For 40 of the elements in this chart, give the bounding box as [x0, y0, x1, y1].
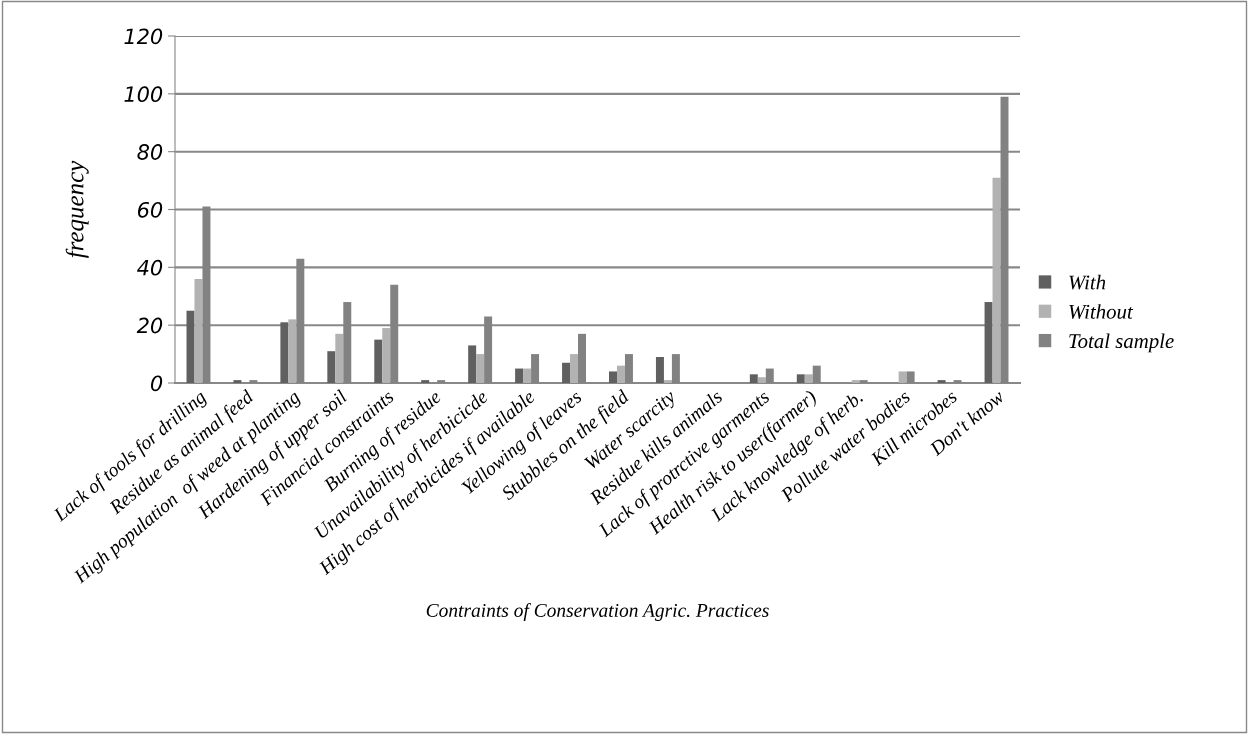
bar: [288, 319, 297, 383]
bar: [562, 362, 571, 383]
bar: [984, 302, 993, 383]
y-tick-label: 20: [136, 317, 163, 334]
legend-label: Without: [1069, 304, 1134, 319]
y-tick-label: 60: [138, 201, 163, 218]
bar: [335, 333, 344, 383]
legend-label: Total sample: [1069, 333, 1174, 353]
y-tick-label: 0: [150, 375, 163, 392]
y-tick-label: 100: [124, 86, 163, 103]
y-tick-label: 80: [137, 144, 163, 160]
legend-label: With: [1069, 274, 1106, 290]
bar: [898, 371, 907, 383]
bar: [468, 345, 477, 383]
bar: [476, 354, 485, 383]
bar: [327, 351, 336, 383]
bar: [749, 374, 758, 383]
bar: [570, 354, 579, 383]
y-tick-label: 40: [137, 259, 163, 276]
y-axis-title: frequency: [65, 160, 89, 259]
x-axis-title: Contraints of Conservation Agric. Practices: [426, 603, 769, 621]
bar: [757, 377, 766, 383]
bar: [421, 380, 430, 383]
bar: [382, 328, 391, 383]
bar: [374, 339, 383, 383]
bar: [851, 380, 860, 383]
bar: [992, 177, 1001, 383]
y-tick-label: 120: [124, 28, 163, 45]
bar: [523, 368, 532, 383]
bar: [663, 380, 672, 383]
bar: [804, 374, 813, 383]
bar: [515, 368, 524, 383]
bar: [280, 322, 289, 383]
bar: [937, 380, 946, 383]
bar: [796, 374, 805, 383]
bar: [655, 356, 664, 383]
bar: [609, 371, 617, 383]
bar: [233, 380, 242, 383]
bar: [194, 278, 203, 383]
bar: [616, 365, 625, 383]
